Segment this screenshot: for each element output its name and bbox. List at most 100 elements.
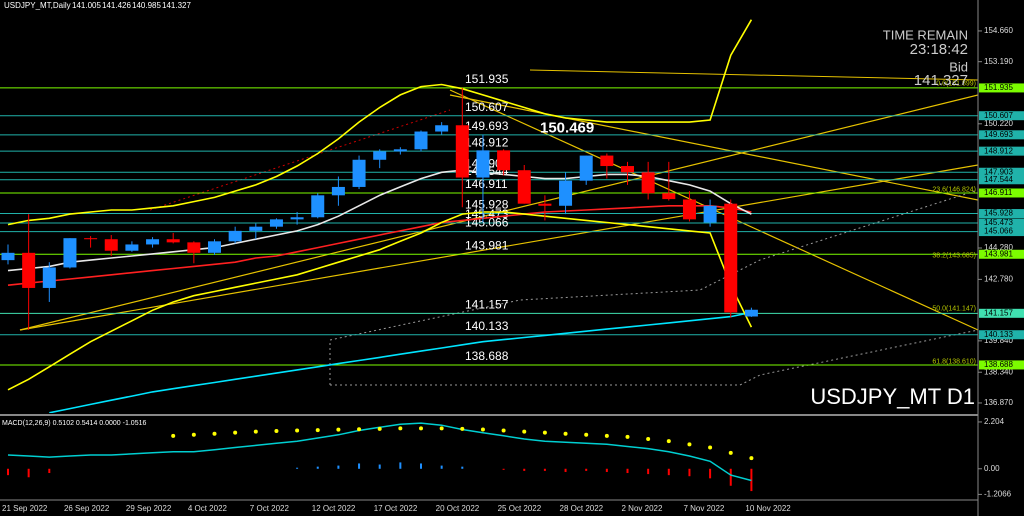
- trend-line: [529, 69, 978, 81]
- fib-label: 38.2(143.685): [932, 252, 976, 259]
- candle-body: [1, 252, 15, 261]
- signal-dot: [171, 433, 176, 438]
- signal-dot: [336, 427, 341, 432]
- x-tick-label: 12 Oct 2022: [312, 504, 356, 513]
- time-label: TIME REMAIN: [883, 27, 968, 42]
- level-tag: [979, 218, 1024, 228]
- signal-dot: [728, 450, 733, 455]
- signal-dot: [315, 428, 320, 433]
- histogram-bar: [709, 468, 712, 479]
- histogram-bar: [729, 468, 732, 486]
- signal-dot: [522, 429, 527, 434]
- candle-body: [559, 180, 573, 206]
- indicator-line: [49, 311, 752, 413]
- signal-dot: [377, 426, 382, 431]
- bid-value: 141.327: [914, 72, 968, 89]
- histogram-bar: [647, 468, 650, 475]
- signal-dot: [212, 431, 217, 436]
- bid-label: Bid: [949, 59, 968, 74]
- histogram-bar: [337, 465, 340, 469]
- candle-body: [414, 131, 428, 150]
- signal-dot: [398, 426, 403, 431]
- candle-body: [538, 203, 552, 206]
- level-tag-label: 145.928: [984, 209, 1013, 218]
- signal-dot: [604, 433, 609, 438]
- fib-label: 50.0(141.147): [932, 305, 976, 312]
- histogram-bar: [502, 468, 505, 470]
- histogram-bar: [378, 464, 381, 469]
- x-tick-label: 25 Oct 2022: [498, 504, 542, 513]
- candle-body: [455, 125, 469, 178]
- y-tick-label: 136.870: [984, 398, 1013, 407]
- histogram-bar: [461, 466, 464, 469]
- level-tag: [979, 249, 1024, 259]
- candle-body: [331, 186, 345, 196]
- level-tag-label: 150.607: [984, 111, 1013, 120]
- level-tag-label: 141.157: [984, 308, 1013, 317]
- candle-body: [208, 241, 221, 253]
- histogram-bar: [564, 468, 567, 472]
- signal-dot: [584, 432, 589, 437]
- signal-dot: [708, 445, 713, 450]
- candle-body: [393, 149, 407, 152]
- histogram-bar: [399, 462, 402, 469]
- candle-body: [724, 203, 738, 313]
- candle-body: [104, 239, 118, 251]
- signal-dot: [480, 427, 485, 432]
- x-tick-label: 10 Nov 2022: [745, 504, 791, 513]
- indicator-line: [7, 211, 753, 391]
- x-tick-label: 28 Oct 2022: [560, 504, 604, 513]
- x-tick-label: 29 Sep 2022: [126, 504, 172, 513]
- signal-dot: [439, 426, 444, 431]
- level-tag: [979, 146, 1024, 156]
- level-tag: [979, 227, 1024, 237]
- level-label: 145.928: [465, 198, 509, 212]
- candle-body: [84, 238, 98, 240]
- level-tag: [979, 175, 1024, 185]
- candle-body: [228, 230, 242, 242]
- low-value: 140.985: [132, 1, 161, 10]
- level-tag-label: 151.935: [984, 83, 1013, 92]
- signal-dot: [419, 426, 423, 431]
- signal-dot: [357, 427, 362, 432]
- candle-body: [311, 195, 325, 218]
- level-tag-label: 140.133: [984, 330, 1013, 339]
- level-tag: [979, 188, 1024, 198]
- y-tick-label: 0.00: [984, 464, 1000, 473]
- level-tag-label: 146.911: [984, 188, 1013, 197]
- level-label: 138.688: [465, 349, 509, 363]
- close-value: 141.327: [162, 1, 191, 10]
- candle-body: [187, 242, 201, 253]
- candle-body: [476, 150, 490, 178]
- annotation: 150.469: [540, 120, 594, 137]
- macd-panel: [7, 422, 754, 492]
- candle-body: [22, 252, 36, 288]
- signal-dot: [233, 430, 238, 435]
- level-tag-label: 148.912: [984, 146, 1013, 155]
- level-tag-label: 149.693: [984, 130, 1013, 139]
- histogram-bar: [296, 467, 299, 469]
- level-tag: [979, 209, 1024, 219]
- level-tag: [979, 167, 1024, 177]
- watermark: USDJPY_MT D1: [810, 384, 975, 409]
- indicator-line: [7, 205, 752, 286]
- level-label: 146.911: [465, 177, 508, 191]
- y-tick-label: 142.780: [984, 274, 1013, 283]
- signal-dot: [646, 437, 651, 442]
- histogram-bar: [27, 468, 30, 478]
- level-tag: [979, 308, 1024, 318]
- signal-dot: [563, 431, 568, 436]
- time-remain: 23:18:42: [910, 41, 968, 58]
- high-value: 141.426: [102, 1, 131, 10]
- signal-dot: [295, 428, 300, 433]
- histogram-bar: [358, 463, 361, 469]
- open-value: 141.005: [72, 1, 101, 10]
- y-tick-label: 138.340: [984, 367, 1013, 376]
- candle-body: [269, 219, 283, 227]
- histogram-bar: [667, 468, 670, 476]
- signal-dot: [191, 432, 196, 437]
- signal-dot: [253, 429, 258, 434]
